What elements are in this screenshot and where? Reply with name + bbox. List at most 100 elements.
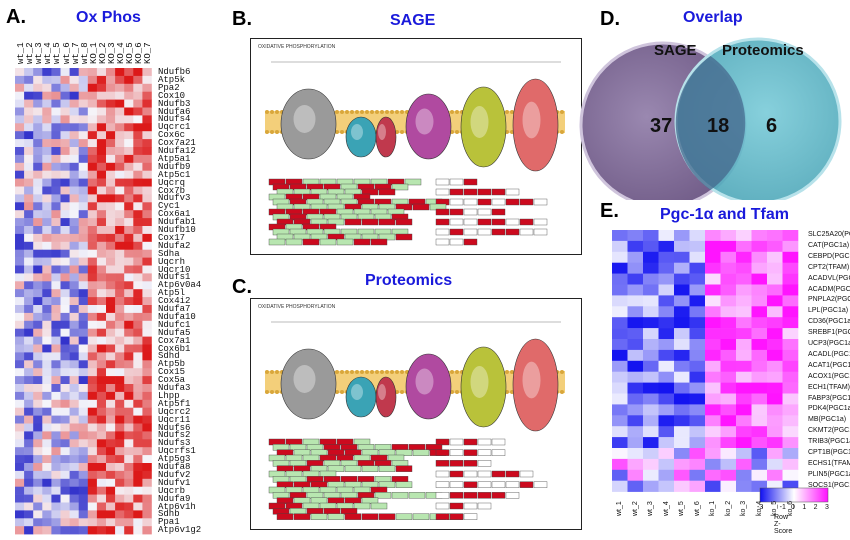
- pathway-gene-box: [276, 513, 294, 520]
- heatmap-a-row-label: Ndufb6: [158, 67, 191, 77]
- heatmap-a-cell: [33, 107, 43, 116]
- heatmap-a-cell: [42, 210, 52, 219]
- heatmap-a-cell: [133, 447, 143, 456]
- heatmap-a-row-label: Ndufc1: [158, 319, 191, 330]
- heatmap-e-cell: [705, 415, 721, 427]
- heatmap-e-cell: [736, 349, 752, 362]
- heatmap-a-cell: [133, 486, 143, 495]
- heatmap-a-cell: [87, 233, 98, 243]
- heatmap-a-cell: [87, 75, 98, 85]
- pathway-gene-box: [477, 460, 492, 467]
- heatmap-e-cell: [658, 393, 675, 405]
- heatmap-a-cell: [115, 510, 125, 519]
- pathway-gene-box: [412, 513, 430, 520]
- heatmap-a-cell: [78, 431, 89, 440]
- heatmap-a-cell: [15, 257, 25, 266]
- heatmap-a-cell: [142, 415, 152, 424]
- heatmap-e-cell: [627, 240, 644, 253]
- pathway-gene-box: [370, 502, 388, 510]
- heatmap-a-cell: [15, 455, 25, 464]
- heatmap-a-cell: [115, 249, 125, 258]
- heatmap-a-cell: [142, 478, 152, 487]
- heatmap-e-cell: [674, 284, 690, 296]
- heatmap-a-cell: [42, 194, 52, 203]
- heatmap-a-cell: [124, 297, 134, 306]
- heatmap-e-cell: [689, 339, 706, 351]
- heatmap-a-cell: [33, 115, 43, 124]
- heatmap-a-cell: [133, 502, 143, 511]
- heatmap-a-cell: [24, 115, 34, 124]
- heatmap-e-cell: [767, 426, 783, 438]
- heatmap-e-cell: [689, 240, 706, 253]
- heatmap-a-cell: [142, 131, 152, 140]
- heatmap-a-cell: [15, 147, 25, 156]
- pathway-gene-box: [491, 188, 506, 196]
- heatmap-a-cell: [60, 131, 70, 140]
- heatmap-e-cell: [689, 426, 706, 438]
- heatmap-e-cell: [627, 306, 644, 318]
- heatmap-a-cell: [133, 281, 143, 290]
- heatmap-a-cell: [51, 415, 61, 424]
- heatmap-a-cell: [87, 305, 98, 314]
- pathway-gene-box: [404, 178, 422, 186]
- heatmap-a-cell: [51, 447, 61, 456]
- heatmap-a-row-label: Uqcrh: [158, 256, 186, 267]
- heatmap-a-cell: [78, 154, 89, 164]
- heatmap-a-cell: [87, 494, 98, 503]
- heatmap-a-cell: [142, 226, 152, 235]
- heatmap-e-cell: [612, 317, 628, 329]
- heatmap-a-cell: [133, 328, 143, 337]
- pathway-gene-box: [336, 238, 354, 246]
- heatmap-e-cell: [689, 360, 706, 372]
- venn-count-right: 6: [766, 115, 778, 137]
- heatmap-a-cell: [24, 463, 34, 472]
- heatmap-a-cell: [133, 526, 143, 535]
- heatmap-a-cell: [60, 336, 70, 345]
- heatmap-e-row-label: ACAT1(PGC1a): [808, 361, 850, 369]
- heatmap-a-cell: [42, 360, 52, 369]
- heatmap-a-cell: [96, 305, 107, 314]
- heatmap-a-cell: [96, 415, 107, 424]
- heatmap-a-cell: [142, 281, 152, 290]
- heatmap-a-cell: [42, 494, 52, 503]
- heatmap-e-cell: [674, 382, 690, 394]
- heatmap-a-cell: [96, 139, 107, 148]
- heatmap-a-cell: [42, 526, 52, 535]
- heatmap-a-cell: [42, 368, 52, 377]
- pathway-gene-box: [378, 188, 396, 196]
- heatmap-a-cell: [133, 162, 143, 171]
- heatmap-a-cell: [96, 194, 107, 203]
- heatmap-a-cell: [33, 407, 43, 416]
- heatmap-a-cell: [133, 241, 143, 250]
- heatmap-e-cell: [689, 437, 706, 449]
- heatmap-a-cell: [78, 162, 89, 171]
- heatmap-e-cell: [705, 393, 721, 405]
- heatmap-e-cell: [674, 251, 690, 263]
- heatmap-e-cell: [767, 404, 783, 416]
- heatmap-e-cell: [705, 273, 721, 285]
- heatmap-e-cell: [612, 371, 628, 383]
- heatmap-a-cell: [69, 352, 79, 361]
- heatmap-a-cell: [106, 384, 116, 393]
- heatmap-a-cell: [106, 494, 116, 503]
- heatmap-a-cell: [51, 478, 61, 487]
- heatmap-a-cell: [133, 360, 143, 369]
- heatmap-a-cell: [51, 305, 61, 314]
- heatmap-a-cell: [60, 154, 70, 164]
- heatmap-a-cell: [133, 455, 143, 464]
- pathway-gene-box: [463, 470, 478, 478]
- heatmap-e-cell: [627, 328, 644, 340]
- heatmap-e-cell: [643, 393, 659, 405]
- heatmap-a-cell: [133, 407, 143, 416]
- heatmap-e-cell: [720, 458, 737, 471]
- heatmap-a-cell: [142, 147, 152, 156]
- heatmap-a-cell: [96, 249, 107, 258]
- heatmap-a-cell: [106, 115, 116, 124]
- heatmap-a-cell: [96, 281, 107, 290]
- pathway-gene-box: [319, 238, 337, 246]
- heatmap-e-cell: [782, 284, 799, 296]
- heatmap-e-cell: [736, 295, 752, 307]
- heatmap-a-cell: [78, 423, 89, 432]
- heatmap-a-cell: [42, 399, 52, 408]
- heatmap-a-cell: [15, 328, 25, 337]
